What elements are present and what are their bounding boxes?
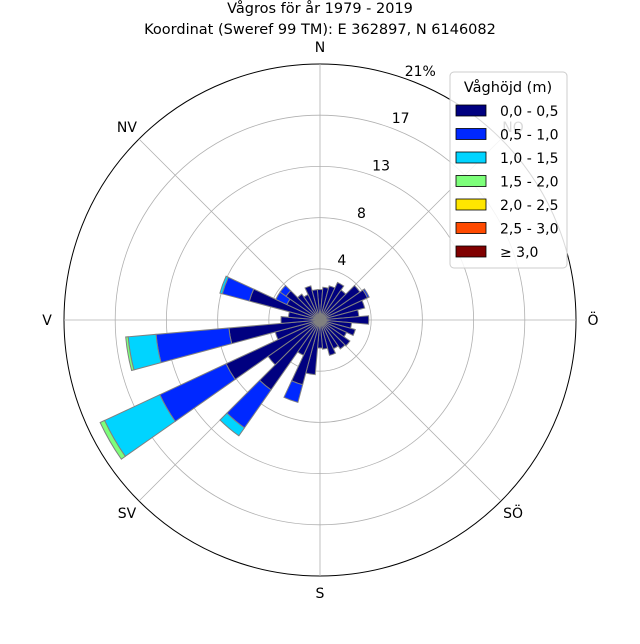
legend-label: 0,5 - 1,0	[500, 128, 558, 144]
chart-subtitle: Koordinat (Sweref 99 TM): E 362897, N 61…	[144, 22, 496, 38]
legend-title: Våghöjd (m)	[464, 79, 552, 96]
rose-bar-segment	[125, 336, 135, 372]
legend-swatch	[455, 175, 487, 187]
direction-label-sv: SV	[118, 506, 137, 522]
rose-bar-segment	[311, 289, 321, 321]
rose-bar-segment	[296, 293, 321, 321]
rose-bar-segment	[362, 288, 370, 299]
direction-label-n: N	[315, 40, 325, 56]
legend-items: 0,0 - 0,5 0,5 - 1,0 1,0 - 1,5 1,5 - 2,0 2,0 …	[455, 104, 558, 261]
legend-label: 1,5 - 2,0	[500, 175, 558, 191]
legend-swatch	[455, 128, 487, 140]
legend-swatch	[455, 198, 487, 211]
radial-tick-label: 17	[392, 111, 410, 127]
direction-label-nv: NV	[117, 120, 137, 136]
legend-swatch	[455, 245, 487, 258]
legend-frame	[449, 71, 568, 269]
legend-label: 0,0 - 0,5	[500, 104, 558, 120]
direction-label-v: V	[42, 313, 52, 329]
legend-swatch	[455, 222, 487, 234]
rose-bar-segment	[319, 319, 351, 347]
rose-bar-segment	[279, 284, 292, 297]
rose-bar-segment	[280, 316, 321, 324]
radial-tick-labels: 4 8 13 17 21%	[337, 64, 435, 269]
radial-tick-label: 4	[337, 253, 346, 269]
legend-label: 2,5 - 3,0	[500, 222, 558, 238]
legend: Våghöjd (m) 0,0 - 0,5 0,5 - 1,0 1,0 - 1,5 1…	[449, 71, 568, 269]
rose-bar-segment	[319, 315, 370, 325]
legend-swatch	[455, 151, 487, 164]
rose-bar-segment	[219, 275, 229, 295]
legend-swatch	[455, 104, 487, 117]
direction-label-s: S	[316, 586, 325, 602]
direction-label-o: Ö	[587, 311, 598, 329]
rose-bar-segment	[155, 327, 233, 364]
radial-tick-label: 13	[372, 159, 390, 175]
rose-bar-segment	[319, 319, 329, 350]
rose-bar-segment	[319, 319, 337, 356]
rose-bar-segment	[99, 419, 126, 460]
radial-tick-label: 21%	[405, 64, 436, 80]
legend-label: ≥ 3,0	[500, 245, 538, 261]
rose-bar-segment	[219, 412, 246, 437]
rose-bar-segment	[283, 380, 304, 404]
rose-bar-segment	[319, 299, 366, 321]
chart-title: Vågros för år 1979 - 2019	[227, 0, 413, 17]
direction-label-so: SÖ	[503, 504, 523, 522]
rose-bar-segment	[319, 319, 346, 350]
rose-bar-segment	[304, 285, 321, 321]
legend-label: 2,0 - 2,5	[500, 198, 558, 214]
legend-label: 1,0 - 1,5	[500, 151, 558, 167]
rose-bars	[99, 275, 370, 460]
rose-bar-segment	[319, 281, 345, 321]
grid-spoke	[319, 319, 502, 502]
radial-tick-label: 8	[357, 206, 366, 222]
